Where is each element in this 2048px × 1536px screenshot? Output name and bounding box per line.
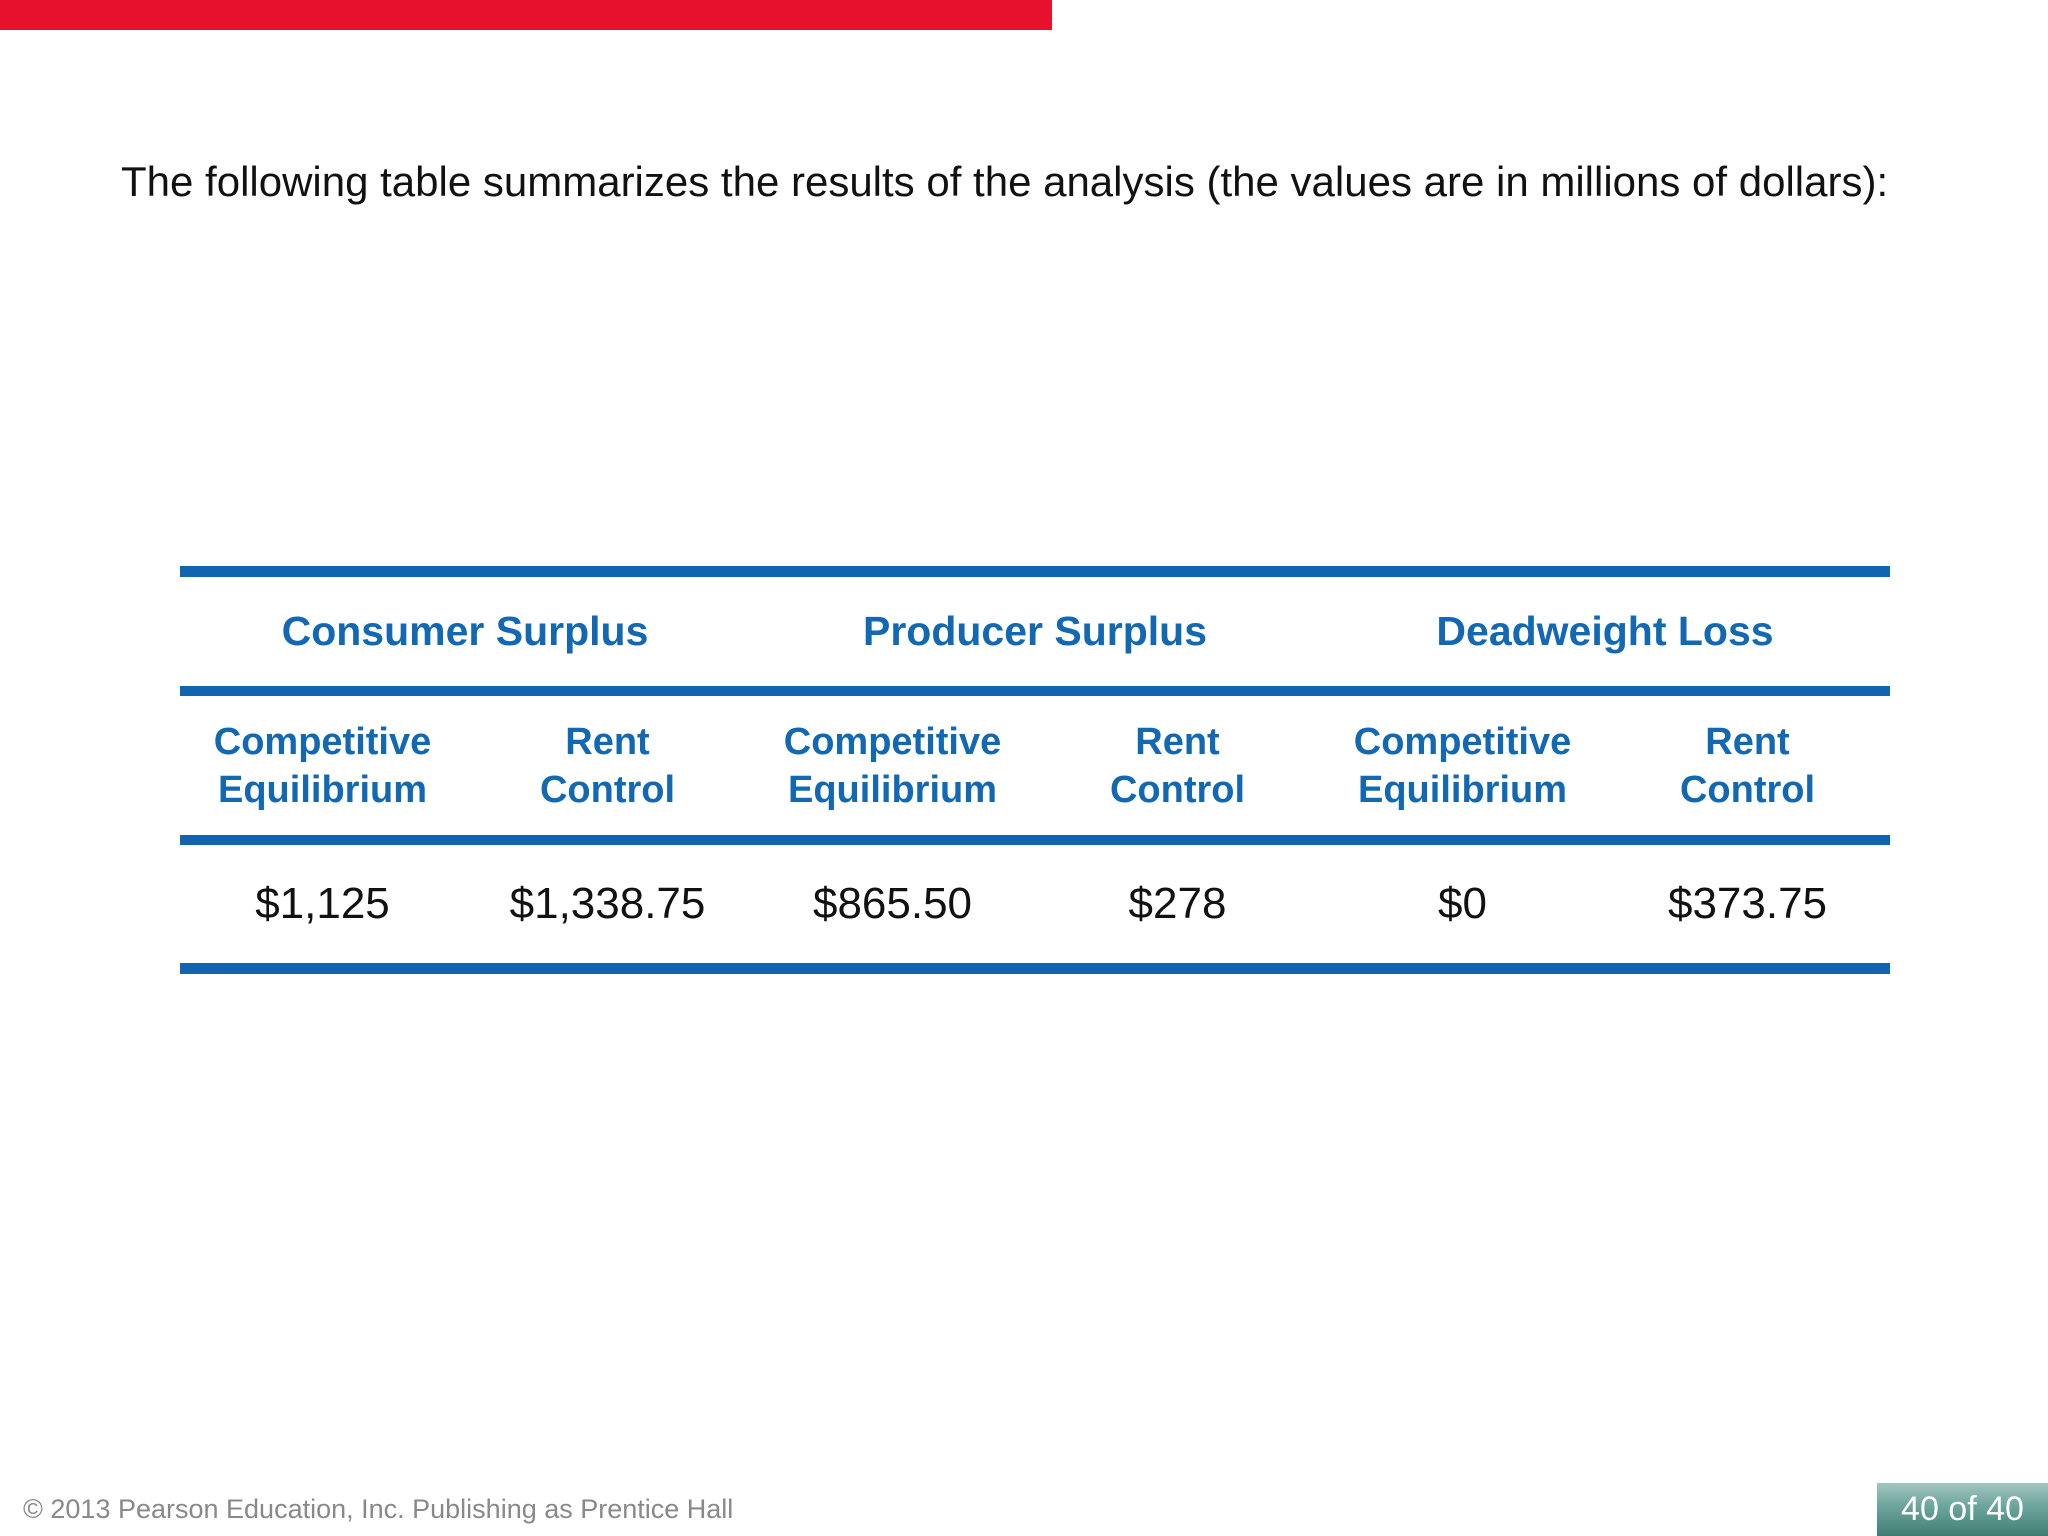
page-number-box: 40 of 40	[1877, 1483, 2048, 1536]
screen-share-red-bar	[0, 0, 1052, 30]
slide-title: The following table summarizes the resul…	[121, 158, 1889, 205]
table-rule-mid-1	[180, 686, 1890, 696]
value-dwl-competitive: $0	[1438, 879, 1487, 928]
table-rule-top	[180, 566, 1890, 577]
table-group-header-row: Consumer Surplus Producer Surplus Deadwe…	[180, 577, 1890, 686]
group-header-consumer-surplus: Consumer Surplus	[281, 608, 649, 654]
value-dwl-rent-control: $373.75	[1667, 879, 1828, 928]
column-header-dwl-rent-control: Rent Control	[1679, 720, 1816, 811]
column-header-ps-competitive: Competitive Equilibrium	[783, 720, 1002, 811]
page-number-text: 40 of 40	[1901, 1490, 2024, 1528]
column-header-cs-rent-control: Rent Control	[539, 720, 676, 811]
value-cs-competitive: $1,125	[255, 879, 390, 928]
table-value-row: $1,125 $1,338.75 $865.50 $278 $0 $373.75	[180, 845, 1890, 963]
table-rule-mid-2	[180, 835, 1890, 845]
table-column-header-row: Competitive Equilibrium Rent Control Com…	[180, 696, 1890, 835]
column-header-cs-competitive: Competitive Equilibrium	[213, 720, 432, 811]
group-header-deadweight-loss: Deadweight Loss	[1436, 608, 1774, 654]
results-table: Consumer Surplus Producer Surplus Deadwe…	[180, 566, 1890, 974]
value-cs-rent-control: $1,338.75	[509, 879, 706, 928]
group-header-producer-surplus: Producer Surplus	[862, 608, 1207, 654]
value-ps-rent-control: $278	[1128, 879, 1227, 928]
copyright-text: © 2013 Pearson Education, Inc. Publishin…	[23, 1494, 734, 1524]
table-rule-bottom	[180, 963, 1890, 974]
column-header-dwl-competitive: Competitive Equilibrium	[1353, 720, 1572, 811]
value-ps-competitive: $865.50	[812, 879, 973, 928]
column-header-ps-rent-control: Rent Control	[1109, 720, 1246, 811]
